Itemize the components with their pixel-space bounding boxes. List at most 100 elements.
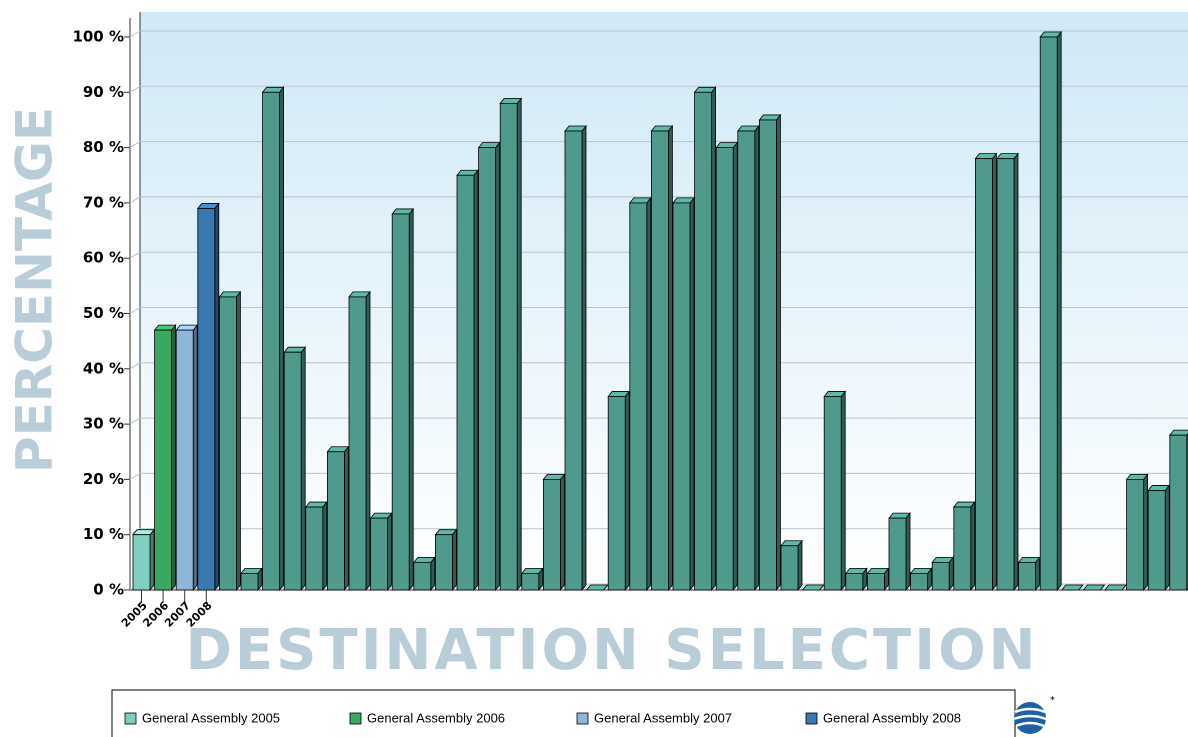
bar-side xyxy=(387,511,393,592)
bar-side xyxy=(560,473,565,592)
bar xyxy=(651,130,669,591)
bar xyxy=(370,517,389,591)
bar-side xyxy=(516,97,522,592)
bar xyxy=(240,573,259,591)
bar xyxy=(305,506,324,591)
bar xyxy=(694,91,712,591)
bar-side xyxy=(171,323,177,592)
bar-side xyxy=(495,141,501,592)
bar-side xyxy=(1056,30,1062,592)
bar-top xyxy=(520,568,544,574)
bar-side xyxy=(732,141,738,592)
bar xyxy=(931,561,950,591)
bar-top xyxy=(240,568,263,574)
bar-top xyxy=(326,446,350,453)
bar-side xyxy=(668,124,673,592)
x-axis-title: DESTINATION SELECTION xyxy=(185,618,1038,683)
bar xyxy=(888,517,907,591)
bar-side xyxy=(473,169,479,592)
bar-top xyxy=(931,556,955,563)
bar-top xyxy=(736,125,760,132)
bar-top xyxy=(542,473,566,480)
bar xyxy=(845,573,864,591)
grid-line xyxy=(129,30,141,38)
bar xyxy=(326,451,345,591)
bar-side xyxy=(322,500,328,592)
bar-side xyxy=(689,196,695,592)
bar-side xyxy=(1013,152,1019,592)
bar-side xyxy=(992,152,997,592)
legend-swatch xyxy=(805,712,818,725)
bar-top xyxy=(1125,473,1149,480)
svg-text:*: * xyxy=(1050,695,1055,706)
y-tick-label: 60 % xyxy=(83,249,124,267)
bar-top xyxy=(564,125,587,132)
bar xyxy=(543,478,561,591)
bar-side xyxy=(408,207,414,592)
bar-top xyxy=(974,153,998,160)
bar-top xyxy=(1082,584,1106,591)
grid-line xyxy=(129,251,141,259)
y-tick-label: 80 % xyxy=(83,138,124,156)
bar xyxy=(262,91,281,591)
bar-top xyxy=(283,346,307,353)
grid-line xyxy=(129,85,141,93)
bar-side xyxy=(948,556,954,592)
bar-top xyxy=(672,197,695,204)
bar xyxy=(715,147,734,591)
bar xyxy=(391,213,410,591)
bar xyxy=(197,208,216,591)
bar-top xyxy=(175,324,199,331)
bar xyxy=(499,102,518,591)
bar-top xyxy=(888,512,911,519)
bar-side xyxy=(192,323,198,592)
bar-side xyxy=(430,556,436,592)
bar-top xyxy=(844,568,868,574)
bar-side xyxy=(149,528,155,592)
bar-top xyxy=(650,125,674,132)
bar-top xyxy=(348,291,371,298)
bar xyxy=(413,561,432,591)
bar-top xyxy=(196,203,220,209)
bar xyxy=(780,545,799,591)
bar-top xyxy=(952,501,976,508)
bar-side xyxy=(300,346,306,592)
bar xyxy=(478,147,497,591)
bar-top xyxy=(693,86,717,93)
y-tick-label: 20 % xyxy=(83,470,124,488)
y-tick-label: 30 % xyxy=(83,415,124,433)
y-tick-label: 50 % xyxy=(83,304,124,322)
bar xyxy=(218,296,237,591)
bar-top xyxy=(823,391,847,397)
bar-side xyxy=(970,500,976,592)
bar xyxy=(1039,36,1058,591)
bar-top xyxy=(261,86,285,93)
bar-top xyxy=(780,540,803,547)
logo: * xyxy=(1013,695,1055,734)
bar xyxy=(154,329,173,591)
bar xyxy=(867,573,885,591)
bar xyxy=(975,158,993,591)
y-tick-label: 10 % xyxy=(83,525,124,543)
bar-top xyxy=(153,324,177,331)
bar xyxy=(434,534,453,591)
bar-top xyxy=(434,529,458,536)
y-tick-label: 0 % xyxy=(93,581,124,599)
legend-box xyxy=(111,689,1016,737)
grid-line xyxy=(129,307,141,314)
bar xyxy=(521,573,540,591)
legend-swatch xyxy=(576,712,589,725)
bar-side xyxy=(905,511,911,592)
grid-line xyxy=(129,362,141,370)
grid-line xyxy=(129,141,141,149)
bar-top xyxy=(1060,584,1084,591)
bar-top xyxy=(477,142,501,149)
bar-top xyxy=(909,568,933,574)
bar xyxy=(1147,490,1166,591)
y-tick-label: 100 % xyxy=(72,28,124,46)
bar xyxy=(456,174,475,591)
bar-side xyxy=(1164,484,1170,592)
bar-side xyxy=(776,113,781,592)
